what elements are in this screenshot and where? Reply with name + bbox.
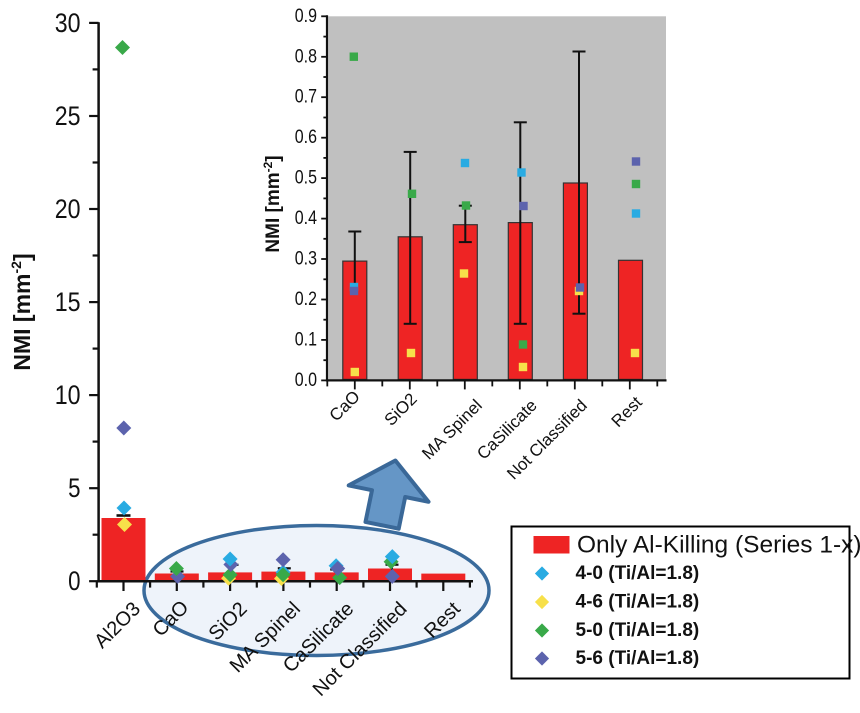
svg-text:30: 30: [55, 8, 81, 38]
svg-text:0.2: 0.2: [295, 289, 317, 310]
svg-text:0.9: 0.9: [295, 6, 317, 27]
svg-text:4-6 (Ti/Al=1.8): 4-6 (Ti/Al=1.8): [576, 592, 700, 613]
svg-text:0.4: 0.4: [295, 208, 318, 229]
svg-text:0.8: 0.8: [295, 46, 317, 67]
svg-text:20: 20: [55, 194, 81, 224]
svg-text:Only Al-Killing (Series 1-x): Only Al-Killing (Series 1-x): [577, 532, 860, 559]
svg-text:25: 25: [55, 101, 81, 131]
svg-text:0.1: 0.1: [295, 329, 317, 350]
svg-text:0.3: 0.3: [295, 249, 317, 270]
svg-text:0.5: 0.5: [295, 168, 317, 189]
svg-text:0.7: 0.7: [295, 87, 317, 108]
svg-text:5: 5: [68, 473, 80, 503]
svg-text:NMI [mm-2]: NMI [mm-2]: [261, 155, 284, 252]
svg-text:0: 0: [68, 566, 80, 596]
svg-text:10: 10: [55, 380, 81, 410]
svg-text:0.6: 0.6: [295, 127, 317, 148]
svg-text:0.0: 0.0: [295, 370, 317, 391]
svg-text:4-0 (Ti/Al=1.8): 4-0 (Ti/Al=1.8): [576, 563, 700, 584]
svg-text:15: 15: [55, 287, 81, 317]
svg-text:5-0 (Ti/Al=1.8): 5-0 (Ti/Al=1.8): [576, 620, 700, 641]
svg-text:5-6 (Ti/Al=1.8): 5-6 (Ti/Al=1.8): [576, 648, 700, 669]
